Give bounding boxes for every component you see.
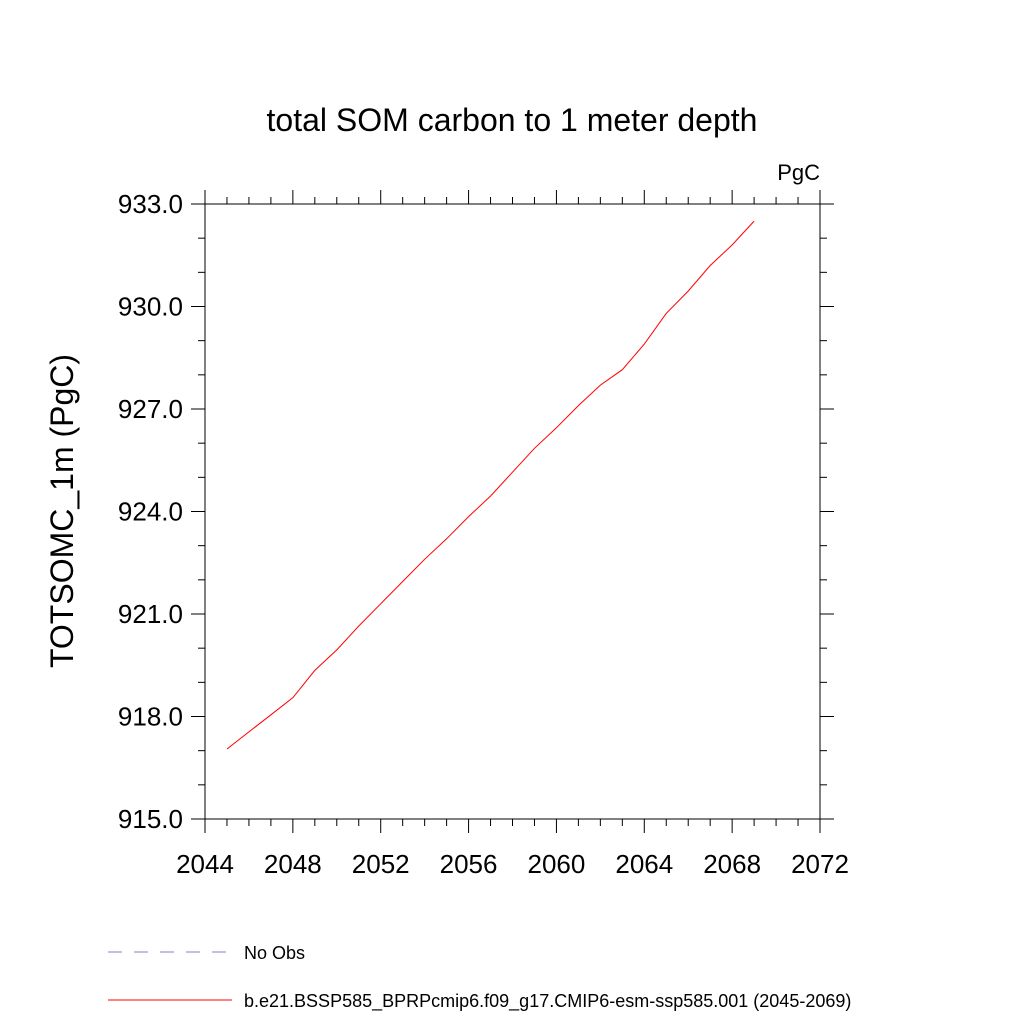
x-tick-label: 2068 xyxy=(703,849,761,879)
x-tick-label: 2056 xyxy=(440,849,498,879)
plot-frame xyxy=(204,203,821,820)
plot-area: 915.0 918.0 921.0 924.0 927.0 930.0 933.0 2044 2… xyxy=(118,189,849,879)
y-tick-label: 930.0 xyxy=(118,292,183,322)
y-tick-label: 918.0 xyxy=(118,702,183,732)
x-tick-label: 2072 xyxy=(791,849,849,879)
legend-label-no-obs: No Obs xyxy=(244,943,305,963)
units-label: PgC xyxy=(777,160,820,185)
y-tick-label: 921.0 xyxy=(118,599,183,629)
series-line xyxy=(226,220,755,750)
x-tick-label: 2044 xyxy=(176,849,234,879)
x-tick-label: 2052 xyxy=(352,849,410,879)
y-tick-label: 915.0 xyxy=(118,804,183,834)
x-tick-label: 2064 xyxy=(615,849,673,879)
y-axis-label: TOTSOMC_1m (PgC) xyxy=(44,354,80,668)
chart-title: total SOM carbon to 1 meter depth xyxy=(267,102,758,138)
y-tick-label: 933.0 xyxy=(118,189,183,219)
legend-label-series: b.e21.BSSP585_BPRPcmip6.f09_g17.CMIP6-es… xyxy=(244,991,851,1012)
x-tick-label: 2060 xyxy=(528,849,586,879)
x-tick-label: 2048 xyxy=(264,849,322,879)
legend: No Obs b.e21.BSSP585_BPRPcmip6.f09_g17.C… xyxy=(108,943,851,1012)
y-tick-label: 924.0 xyxy=(118,497,183,527)
y-tick-label: 927.0 xyxy=(118,394,183,424)
